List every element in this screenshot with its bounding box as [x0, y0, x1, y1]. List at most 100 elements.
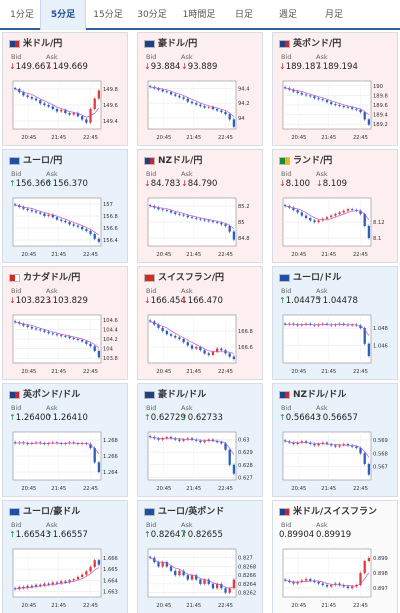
card-header[interactable]: 英ポンド/円 [279, 38, 397, 50]
candle-body [309, 323, 312, 325]
rate-card[interactable]: カナダドル/円 Bid Ask ↓103.823 ↓103.829 104.6 104.4 1… [2, 266, 128, 380]
card-header[interactable]: 英ポンド/ドル [9, 389, 127, 401]
card-header[interactable]: ユーロ/円 [9, 155, 127, 167]
tab-3[interactable]: 15分足 [93, 10, 123, 20]
candle-body [97, 90, 101, 99]
pair-name[interactable]: 豪ドル/円 [158, 39, 198, 49]
rate-card[interactable]: ユーロ/英ポンド Bid Ask ↑0.82647 ↑0.82655 0.827 0.826… [137, 500, 263, 613]
candlestick-chart: 1.666 1.665 1.664 1.663 20:45 21:45 22:45 [12, 548, 119, 609]
pair-name[interactable]: 米ドル/スイスフラン [293, 507, 378, 517]
pair-name[interactable]: ユーロ/円 [23, 156, 63, 166]
rate-card[interactable]: ユーロ/円 Bid Ask ↑156.366 ↑156.370 157 156.8 156.6… [2, 149, 128, 263]
candle-body [60, 581, 63, 584]
candle-body [207, 579, 210, 584]
x-tick-label: 22:45 [353, 252, 368, 258]
bid-price: ↑156.366 [9, 179, 51, 189]
mini-chart[interactable]: 1.666 1.665 1.664 1.663 20:45 21:45 22:45 [7, 545, 125, 611]
mini-chart[interactable]: 166.8 166.6 20:45 21:45 22:45 [142, 311, 260, 377]
card-header[interactable]: NZドル/円 [144, 155, 262, 167]
pair-name[interactable]: 英ポンド/円 [293, 39, 342, 49]
card-header[interactable]: スイスフラン/円 [144, 272, 262, 284]
y-tick-label: 1.664 [103, 578, 119, 584]
y-tick-label: 0.8268 [238, 564, 256, 570]
flag-icon [279, 391, 290, 399]
card-header[interactable]: ユーロ/英ポンド [144, 506, 262, 518]
card-header[interactable]: 豪ドル/ドル [144, 389, 262, 401]
plot-area [282, 314, 372, 364]
rate-card[interactable]: ユーロ/豪ドル Bid Ask ↑1.66543 ↑1.66557 1.666 1.665 1… [2, 500, 128, 613]
tab-6[interactable]: 日足 [234, 10, 253, 20]
candle-body [317, 98, 320, 100]
mini-chart[interactable]: 1.268 1.266 1.264 20:45 21:45 22:45 [7, 428, 125, 494]
rate-card[interactable]: 米ドル/スイスフラン Bid Ask 0.89904 0.89919 0.899 0.898… [272, 500, 398, 613]
pair-name[interactable]: ユーロ/英ポンド [158, 507, 225, 517]
pair-name[interactable]: NZドル/円 [158, 156, 203, 166]
pair-name[interactable]: NZドル/ドル [293, 390, 347, 400]
down-arrow-icon: ↓ [46, 62, 53, 71]
mini-chart[interactable]: 8.12 8.1 20:45 21:45 22:45 [277, 194, 395, 260]
mini-chart[interactable]: 85.2 85 84.8 20:45 21:45 22:45 [142, 194, 260, 260]
rate-card[interactable]: NZドル/ドル Bid Ask ↑0.56643 ↑0.56657 0.569 0.568 0… [272, 383, 398, 497]
candle-body [215, 583, 219, 589]
mini-chart[interactable]: 0.569 0.568 0.567 20:45 21:45 22:45 [277, 428, 395, 494]
tab-5[interactable]: 1時間足 [182, 10, 216, 20]
mini-chart[interactable]: 0.63 0.629 0.628 0.627 20:45 21:45 22:45 [142, 428, 260, 494]
bid-label: Bid [281, 53, 292, 61]
candle-body [26, 325, 29, 327]
rate-card[interactable]: 英ポンド/ドル Bid Ask ↑1.26400 ↑1.26410 1.268 1.266 1… [2, 383, 128, 497]
mini-chart[interactable]: 104.6 104.4 104.2 104 103.8 20:45 21:45 22:45 [7, 311, 125, 377]
tab-7[interactable]: 週足 [278, 10, 297, 20]
rate-card[interactable]: 英ポンド/円 Bid Ask ↓189.187 ↓189.194 190 189.8 189.… [272, 32, 398, 146]
mini-chart[interactable]: 0.899 0.898 0.897 20:45 21:45 22:45 [277, 545, 395, 611]
candle-body [296, 210, 299, 213]
tab-4[interactable]: 30分足 [137, 10, 167, 20]
card-header[interactable]: NZドル/ドル [279, 389, 397, 401]
candle-body [346, 209, 350, 211]
candlestick-chart: 0.569 0.568 0.567 20:45 21:45 22:45 [282, 431, 388, 492]
pair-name[interactable]: ユーロ/豪ドル [23, 507, 81, 517]
candle-body [300, 580, 304, 582]
mini-chart[interactable]: 190 189.8 189.6 189.4 189.2 20:45 21:45 22:45 [277, 77, 395, 143]
tab-1[interactable]: 1分足 [10, 10, 34, 20]
pair-name[interactable]: スイスフラン/円 [158, 273, 225, 283]
bid-label: Bid [281, 170, 292, 178]
card-header[interactable]: 米ドル/スイスフラン [279, 506, 397, 518]
mini-chart[interactable]: 149.8 149.6 149.4 20:45 21:45 22:45 [7, 77, 125, 143]
rate-card[interactable]: 豪ドル/ドル Bid Ask ↑0.62729 ↑0.62733 0.63 0.629 0.6… [137, 383, 263, 497]
x-tick-label: 21:45 [321, 135, 336, 141]
card-header[interactable]: カナダドル/円 [9, 272, 127, 284]
ask-label: Ask [46, 170, 58, 178]
rate-card[interactable]: 豪ドル/円 Bid Ask ↓93.884 ↓93.889 94.4 94.2 94 20:45… [137, 32, 263, 146]
rate-card[interactable]: スイスフラン/円 Bid Ask ↓166.454 ↓166.470 166.8 166.6… [137, 266, 263, 380]
card-header[interactable]: ユーロ/ドル [279, 272, 397, 284]
pair-name[interactable]: カナダドル/円 [23, 273, 81, 283]
rate-card[interactable]: ユーロ/ドル Bid Ask ↑1.04475 ↑1.04478 1.048 1.046 20… [272, 266, 398, 380]
pair-name[interactable]: 米ドル/円 [23, 39, 63, 49]
plot-area [147, 548, 237, 598]
candle-body [85, 571, 88, 575]
mini-chart[interactable]: 1.048 1.046 20:45 21:45 22:45 [277, 311, 395, 377]
card-header[interactable]: ランド/円 [279, 155, 397, 167]
tab-8[interactable]: 月足 [324, 10, 343, 20]
pair-name[interactable]: 豪ドル/ドル [158, 390, 207, 400]
ask-value: 1.04478 [322, 296, 358, 306]
rate-card[interactable]: ランド/円 Bid Ask ↓8.100 ↓8.109 8.12 8.1 20:45 21:45… [272, 149, 398, 263]
pair-name[interactable]: 英ポンド/ドル [23, 390, 81, 400]
rate-card[interactable]: NZドル/円 Bid Ask ↓84.783 ↓84.790 85.2 85 84.8 20:4… [137, 149, 263, 263]
card-header[interactable]: 豪ドル/円 [144, 38, 262, 50]
card-header[interactable]: ユーロ/豪ドル [9, 506, 127, 518]
pair-name[interactable]: ランド/円 [293, 156, 333, 166]
moving-average-line [150, 436, 235, 455]
card-header[interactable]: 米ドル/円 [9, 38, 127, 50]
pair-name[interactable]: ユーロ/ドル [293, 273, 342, 283]
mini-chart[interactable]: 157 156.8 156.6 156.4 20:45 21:45 22:45 [7, 194, 125, 260]
candle-body [283, 579, 287, 581]
rate-card[interactable]: 米ドル/円 Bid Ask ↓149.667 ↓149.669 149.8 149.6 149… [2, 32, 128, 146]
mini-chart[interactable]: 94.4 94.2 94 20:45 21:45 22:45 [142, 77, 260, 143]
flag-icon [279, 40, 290, 48]
candle-body [325, 585, 329, 587]
bid-label: Bid [281, 404, 292, 412]
down-arrow-icon: ↓ [144, 179, 151, 188]
mini-chart[interactable]: 0.827 0.8268 0.8266 0.8264 0.8262 20:45 21:45 2… [142, 545, 260, 611]
tab-2[interactable]: 5分足 [40, 0, 86, 30]
